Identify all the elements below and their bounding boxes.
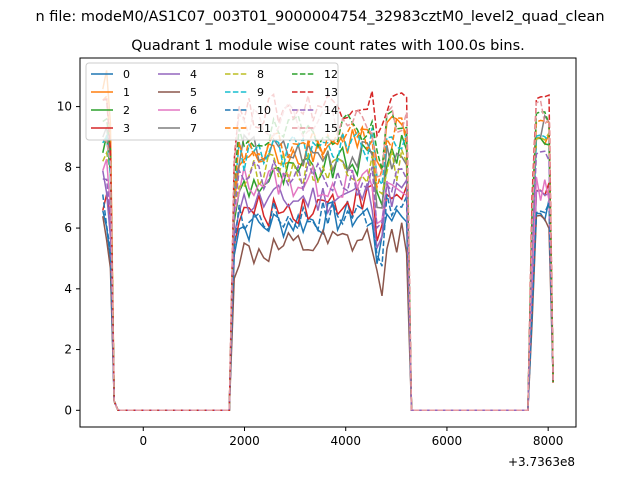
y-tick-label: 4 (64, 282, 72, 296)
series-line-10 (102, 194, 554, 412)
series-line-8 (102, 130, 554, 412)
legend-label: 1 (123, 86, 130, 99)
series-line-0 (102, 199, 554, 412)
legend-label: 5 (190, 86, 197, 99)
x-offset-label: +3.7363e8 (508, 455, 575, 469)
x-tick-label: 0 (139, 434, 147, 448)
series-line-3 (102, 182, 554, 412)
legend-label: 8 (257, 68, 264, 81)
y-axis: 0 2 4 6 8 10 (57, 100, 80, 417)
figure-suptitle: n file: modeM0/AS1C07_003T01_9000004754_… (35, 9, 604, 25)
legend-box (85, 62, 339, 141)
y-tick-label: 2 (64, 343, 72, 357)
legend-label: 0 (123, 68, 130, 81)
x-tick-label: 8000 (533, 434, 564, 448)
chart-title: Quadrant 1 module wise count rates with … (131, 38, 525, 54)
series-line-7 (102, 113, 554, 412)
y-tick-label: 6 (64, 221, 72, 235)
legend-label: 14 (324, 104, 338, 117)
y-tick-label: 8 (64, 160, 72, 174)
x-tick-label: 2000 (229, 434, 260, 448)
legend-label: 7 (190, 122, 197, 135)
legend-label: 3 (123, 122, 130, 135)
legend-label: 4 (190, 68, 197, 81)
legend-label: 11 (257, 122, 271, 135)
series-line-6 (102, 158, 554, 412)
legend-label: 9 (257, 86, 264, 99)
series-line-15 (102, 99, 554, 412)
series-line-14 (102, 150, 554, 412)
legend-label: 15 (324, 122, 338, 135)
legend-label: 6 (190, 104, 197, 117)
axes-frame (79, 57, 577, 428)
legend-label: 12 (324, 68, 338, 81)
series-line-5 (102, 214, 554, 412)
series-line-9 (102, 127, 554, 412)
series-line-11 (102, 94, 554, 412)
legend-label: 10 (257, 104, 271, 117)
x-tick-label: 6000 (432, 434, 463, 448)
x-axis: 0 2000 4000 6000 8000 (139, 427, 563, 448)
legend-label: 13 (324, 86, 338, 99)
y-tick-label: 0 (64, 403, 72, 417)
y-tick-label: 10 (57, 100, 72, 114)
x-tick-label: 4000 (330, 434, 361, 448)
legend-label: 2 (123, 104, 130, 117)
